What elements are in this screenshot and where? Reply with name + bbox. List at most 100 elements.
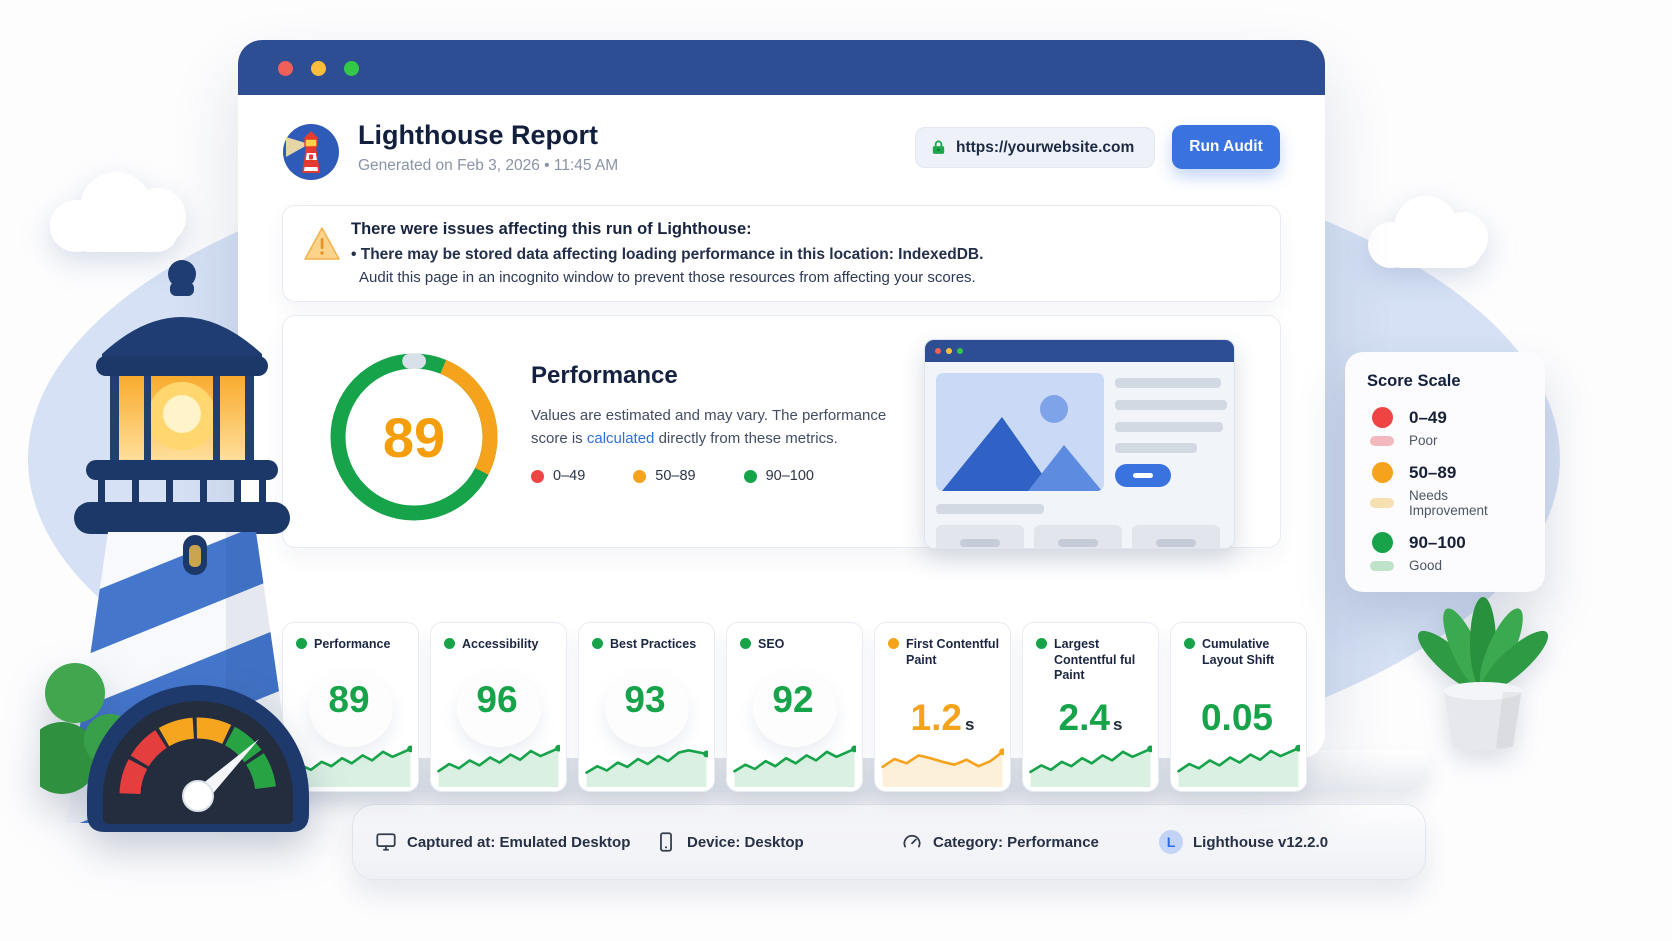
metric-status-dot: [296, 638, 307, 649]
device-icon: [660, 832, 672, 852]
metric-card-fcp: First Contentful Paint 1.2 s: [874, 622, 1011, 792]
metric-sparkline: [881, 748, 1004, 787]
metric-label: First Contentful Paint: [906, 637, 1000, 667]
browser-window: Lighthouse Report Generated on Feb 3, 20…: [238, 40, 1325, 792]
url-text: https://yourwebsite.com: [956, 138, 1135, 156]
metric-card-performance: Performance 89: [282, 622, 419, 792]
close-window-button[interactable]: [278, 61, 293, 76]
mini-titlebar: [925, 340, 1234, 362]
legend-item: 90–100: [743, 468, 814, 484]
metric-value: 1.2: [910, 697, 962, 738]
mini-hero-image: [936, 373, 1104, 491]
metric-value: 93: [624, 679, 666, 720]
desc-before: Values are estimated and may vary. The p…: [531, 407, 887, 448]
window-body: Lighthouse Report Generated on Feb 3, 20…: [238, 95, 1325, 792]
cloud-illustration-left: [50, 170, 200, 255]
gauge-icon: [903, 834, 921, 848]
metric-label: Cumulative Layout Shift: [1202, 637, 1275, 667]
footer-version: L Lighthouse v12.2.0: [1159, 805, 1328, 879]
generated-timestamp: Generated on Feb 3, 2026 • 11:45 AM: [358, 157, 619, 174]
scale-range: 50–89: [1409, 462, 1457, 482]
metric-value: 96: [476, 679, 518, 720]
mini-cta-button: [1115, 464, 1171, 487]
scale-range: 0–49: [1409, 407, 1447, 427]
desc-after: directly from these metrics.: [654, 430, 838, 448]
performance-score-value: 89: [382, 405, 446, 469]
metric-value: 92: [772, 679, 814, 720]
metric-label: Accessibility: [462, 637, 539, 651]
metric-card-best-practices: Best Practices 93: [578, 622, 715, 792]
metric-sparkline: [1177, 744, 1300, 787]
metric-status-dot: [740, 638, 751, 649]
warning-banner: There were issues affecting this run of …: [282, 205, 1281, 302]
scale-item-needs-improvement: 50–89 Needs Improvement: [1367, 462, 1523, 518]
plant-illustration: [1417, 597, 1549, 751]
legend-dot-orange: [633, 469, 647, 483]
footer-category: Category: Performance: [901, 805, 1099, 879]
scale-pill-orange: [1370, 498, 1394, 508]
minimize-window-button[interactable]: [311, 61, 326, 76]
speedometer-illustration: [40, 663, 309, 832]
metric-card-lcp: Largest Contentful ful Paint 2.4 s: [1022, 622, 1159, 792]
window-titlebar: [238, 40, 1325, 95]
scale-dot-red: [1371, 407, 1393, 428]
monitor-icon: [376, 833, 396, 851]
legend-dot-red: [531, 469, 544, 483]
legend-label: 50–89: [655, 468, 696, 484]
page-title: Lighthouse Report: [358, 120, 598, 150]
metric-label: Performance: [314, 637, 391, 651]
metric-unit: s: [964, 715, 975, 734]
metric-card-accessibility: Accessibility 96: [430, 622, 567, 792]
url-input[interactable]: https://yourwebsite.com: [915, 127, 1155, 168]
calculated-link[interactable]: calculated: [586, 430, 655, 448]
scale-pill-green: [1370, 560, 1394, 571]
legend-dot-green: [743, 469, 757, 483]
metric-status-dot: [888, 638, 899, 649]
metric-label: SEO: [758, 637, 785, 651]
metric-status-dot: [444, 638, 455, 649]
run-audit-button[interactable]: Run Audit: [1172, 125, 1280, 169]
page-screenshot-thumbnail: [924, 339, 1235, 549]
scale-item-good: 90–100 Good: [1367, 532, 1523, 573]
lock-icon: [932, 140, 945, 154]
metric-value: 0.05: [1200, 697, 1273, 738]
score-legend: 0–49 50–89 90–100: [531, 468, 814, 484]
metric-sparkline: [289, 745, 412, 787]
footer-version-text: Lighthouse v12.2.0: [1193, 833, 1329, 851]
scale-range: 90–100: [1409, 532, 1466, 552]
scale-label: Needs Improvement: [1409, 488, 1488, 518]
legend-item: 50–89: [633, 468, 696, 484]
lighthouse-badge-icon: L: [1159, 830, 1183, 854]
metric-card-seo: SEO 92: [726, 622, 863, 792]
legend-label: 90–100: [765, 468, 814, 484]
metric-sparkline: [437, 744, 560, 787]
performance-summary-card: 89 Performance Values are estimated and …: [282, 315, 1281, 549]
cloud-illustration-right: [1368, 196, 1498, 270]
performance-score-gauge: [330, 353, 498, 521]
footer-bar: Captured at: Emulated Desktop Device: De…: [352, 804, 1426, 880]
performance-description: Values are estimated and may vary. The p…: [531, 404, 903, 451]
footer-device-text: Device: Desktop: [687, 833, 804, 851]
metric-unit: s: [1112, 715, 1123, 734]
warning-line1: • There may be stored data affecting loa…: [351, 246, 984, 263]
metric-label: Largest Contentful ful Paint: [1054, 637, 1136, 683]
metric-value: 2.4: [1058, 697, 1110, 738]
metric-label: Best Practices: [610, 637, 697, 651]
metric-status-dot: [1036, 638, 1047, 649]
footer-category-text: Category: Performance: [933, 833, 1099, 851]
maximize-window-button[interactable]: [344, 61, 359, 76]
warning-title: There were issues affecting this run of …: [351, 220, 752, 238]
scale-dot-green: [1371, 532, 1393, 553]
scale-label: Good: [1409, 558, 1443, 573]
scale-pill-red: [1370, 435, 1394, 446]
metric-status-dot: [592, 638, 603, 649]
scale-label: Poor: [1409, 433, 1438, 448]
warning-icon: [304, 227, 340, 260]
footer-captured-at-text: Captured at: Emulated Desktop: [407, 833, 631, 851]
metric-sparkline: [585, 749, 708, 787]
metric-sparkline: [1029, 745, 1152, 787]
metric-card-cls: Cumulative Layout Shift 0.05: [1170, 622, 1307, 792]
metric-value: 89: [328, 679, 370, 720]
run-audit-label: Run Audit: [1189, 138, 1263, 155]
